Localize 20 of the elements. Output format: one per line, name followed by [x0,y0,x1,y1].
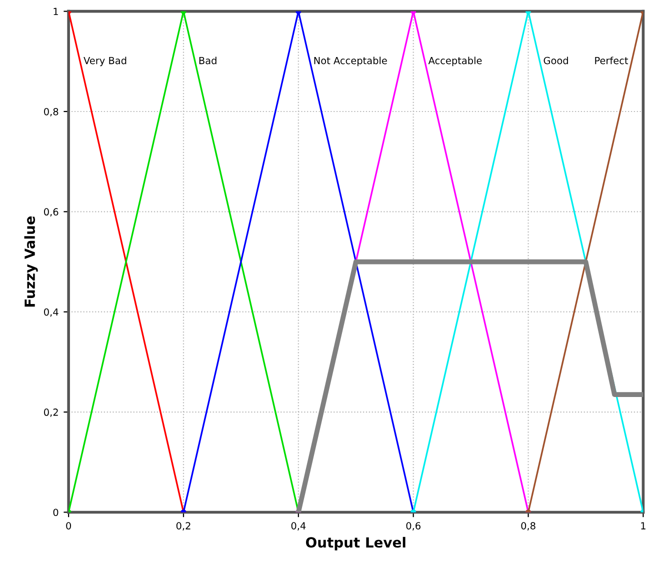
x-tick-label: 0,4 [291,522,306,530]
series-label: Good [544,56,568,64]
series-label: Acceptable [428,56,482,66]
series-label: Not Acceptable [314,56,387,66]
x-tick-label: 0 [66,522,72,530]
x-tick-label: 0,2 [176,522,190,530]
series-label: Perfect [595,56,628,64]
y-tick-label: 0,8 [44,108,58,116]
x-tick-label: 0,8 [521,522,536,530]
y-tick-label: 0,2 [44,408,58,417]
y-tick-label: 0,6 [44,208,58,217]
series-label: Bad [199,56,216,64]
x-tick-label: 1 [641,522,646,530]
x-axis-title: Output Level [306,536,406,550]
y-tick-label: 0 [53,508,58,516]
y-tick-label: 1 [54,8,58,16]
series-label: Very Bad [84,56,126,66]
y-tick-label: 0,4 [44,308,58,317]
x-tick-label: 0,6 [406,522,420,530]
y-axis-title: Fuzzy Value [24,216,38,307]
